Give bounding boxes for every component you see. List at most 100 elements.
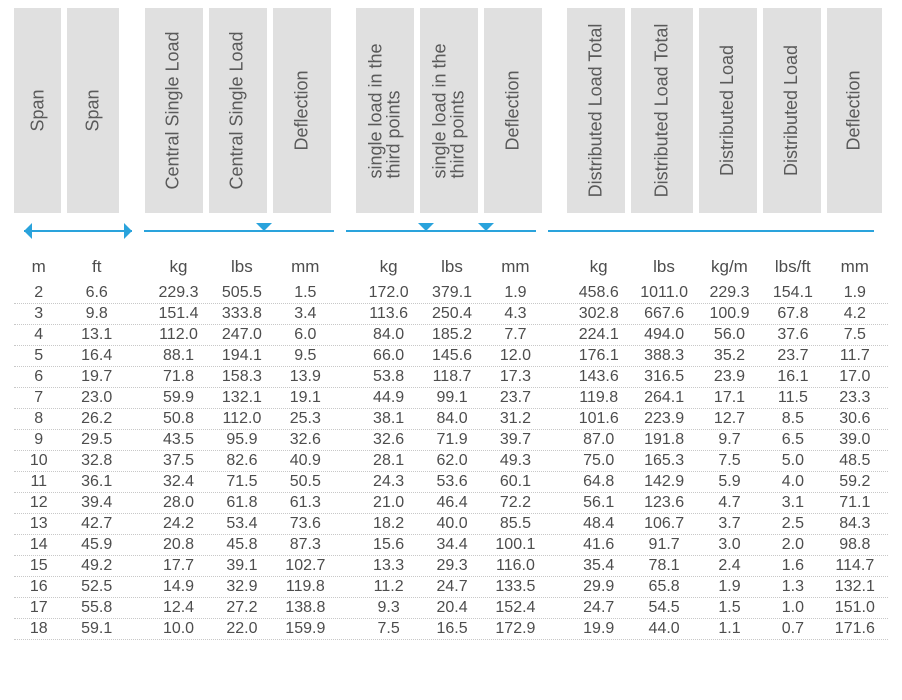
cell-tp_lbs: 46.4 (423, 493, 480, 513)
cell-span_ft: 32.8 (69, 451, 123, 471)
cell-dlt_kg: 56.1 (570, 493, 627, 513)
cell-gap (340, 346, 354, 366)
cell-dlt_kg: 119.8 (570, 388, 627, 408)
cell-dlt_kg: 64.8 (570, 472, 627, 492)
cell-gap (550, 388, 564, 408)
cell-tp_kg: 32.6 (360, 430, 417, 450)
cell-dlt_lbs: 264.1 (633, 388, 694, 408)
cell-dl_lbsft: 6.5 (764, 430, 821, 450)
cell-span_m: 8 (14, 409, 63, 429)
cell-tp_kg: 38.1 (360, 409, 417, 429)
cell-dl_kgm: 9.7 (701, 430, 758, 450)
cell-dl_def: 48.5 (828, 451, 882, 471)
cell-csl_def: 9.5 (277, 346, 334, 366)
cell-dl_kgm: 3.7 (701, 514, 758, 534)
cell-gap (340, 304, 354, 324)
cell-csl_kg: 229.3 (150, 283, 207, 303)
cell-tp_kg: 113.6 (360, 304, 417, 324)
cell-csl_def: 138.8 (277, 598, 334, 618)
cell-tp_kg: 13.3 (360, 556, 417, 576)
cell-tp_def: 85.5 (487, 514, 544, 534)
cell-dl_def: 39.0 (828, 430, 882, 450)
cell-dl_kgm: 17.1 (701, 388, 758, 408)
table-row: 1755.812.427.2138.89.320.4152.424.754.51… (14, 598, 888, 619)
header-dl_kgm: Distributed Load (699, 8, 757, 213)
unit-csl_kg: kg (150, 257, 207, 277)
marker-arrowhead (418, 223, 434, 231)
cell-csl_lbs: 82.6 (213, 451, 270, 471)
cell-tp_lbs: 185.2 (423, 325, 480, 345)
cell-csl_lbs: 112.0 (213, 409, 270, 429)
cell-tp_kg: 44.9 (360, 388, 417, 408)
cell-dl_kgm: 3.0 (701, 535, 758, 555)
cell-dl_def: 151.0 (828, 598, 882, 618)
cell-csl_def: 102.7 (277, 556, 334, 576)
header-label: Distributed Load Total (651, 24, 672, 198)
cell-span_ft: 52.5 (69, 577, 123, 597)
header-label: Central Single Load (163, 31, 184, 189)
cell-span_m: 5 (14, 346, 63, 366)
table-row: 1239.428.061.861.321.046.472.256.1123.64… (14, 493, 888, 514)
header-gap (125, 8, 138, 213)
cell-csl_def: 19.1 (277, 388, 334, 408)
cell-dl_lbsft: 1.6 (764, 556, 821, 576)
cell-tp_kg: 84.0 (360, 325, 417, 345)
cell-dl_lbsft: 154.1 (764, 283, 821, 303)
cell-csl_kg: 20.8 (150, 535, 207, 555)
marker-arrowhead (478, 223, 494, 231)
cell-csl_def: 119.8 (277, 577, 334, 597)
cell-gap (130, 325, 144, 345)
cell-span_m: 10 (14, 451, 63, 471)
cell-tp_def: 152.4 (487, 598, 544, 618)
marker-arrowhead (124, 223, 132, 239)
cell-span_ft: 55.8 (69, 598, 123, 618)
cell-gap (130, 577, 144, 597)
cell-dl_def: 23.3 (828, 388, 882, 408)
cell-dl_kgm: 100.9 (701, 304, 758, 324)
cell-csl_def: 13.9 (277, 367, 334, 387)
cell-gap (550, 619, 564, 639)
cell-dlt_lbs: 54.5 (633, 598, 694, 618)
cell-span_ft: 59.1 (69, 619, 123, 639)
cell-gap (130, 535, 144, 555)
cell-gap (340, 325, 354, 345)
header-tp_def: Deflection (484, 8, 542, 213)
header-csl_lbs: Central Single Load (209, 8, 267, 213)
cell-span_ft: 49.2 (69, 556, 123, 576)
cell-gap (340, 577, 354, 597)
header-tp_kg: single load in thethird points (356, 8, 414, 213)
cell-span_m: 16 (14, 577, 63, 597)
cell-dlt_lbs: 494.0 (633, 325, 694, 345)
cell-dlt_lbs: 78.1 (633, 556, 694, 576)
cell-dl_kgm: 1.5 (701, 598, 758, 618)
cell-tp_def: 72.2 (487, 493, 544, 513)
cell-dl_kgm: 1.1 (701, 619, 758, 639)
cell-gap (340, 367, 354, 387)
unit-span_m: m (14, 257, 63, 277)
cell-span_ft: 42.7 (69, 514, 123, 534)
cell-dlt_lbs: 123.6 (633, 493, 694, 513)
cell-span_ft: 45.9 (69, 535, 123, 555)
cell-dl_def: 132.1 (828, 577, 882, 597)
cell-tp_kg: 18.2 (360, 514, 417, 534)
cell-csl_lbs: 71.5 (213, 472, 270, 492)
cell-csl_lbs: 22.0 (213, 619, 270, 639)
cell-dl_kgm: 1.9 (701, 577, 758, 597)
header-span_m: Span (14, 8, 61, 213)
unit-gap (550, 257, 564, 277)
cell-gap (130, 619, 144, 639)
cell-dl_lbsft: 3.1 (764, 493, 821, 513)
header-label: Span (27, 89, 48, 131)
cell-span_ft: 23.0 (69, 388, 123, 408)
cell-dl_lbsft: 4.0 (764, 472, 821, 492)
cell-tp_lbs: 84.0 (423, 409, 480, 429)
cell-dlt_lbs: 191.8 (633, 430, 694, 450)
header-label: Deflection (844, 70, 865, 150)
cell-dl_kgm: 4.7 (701, 493, 758, 513)
cell-span_m: 4 (14, 325, 63, 345)
cell-gap (550, 346, 564, 366)
cell-gap (340, 514, 354, 534)
cell-csl_def: 61.3 (277, 493, 334, 513)
cell-dl_lbsft: 0.7 (764, 619, 821, 639)
cell-csl_kg: 12.4 (150, 598, 207, 618)
